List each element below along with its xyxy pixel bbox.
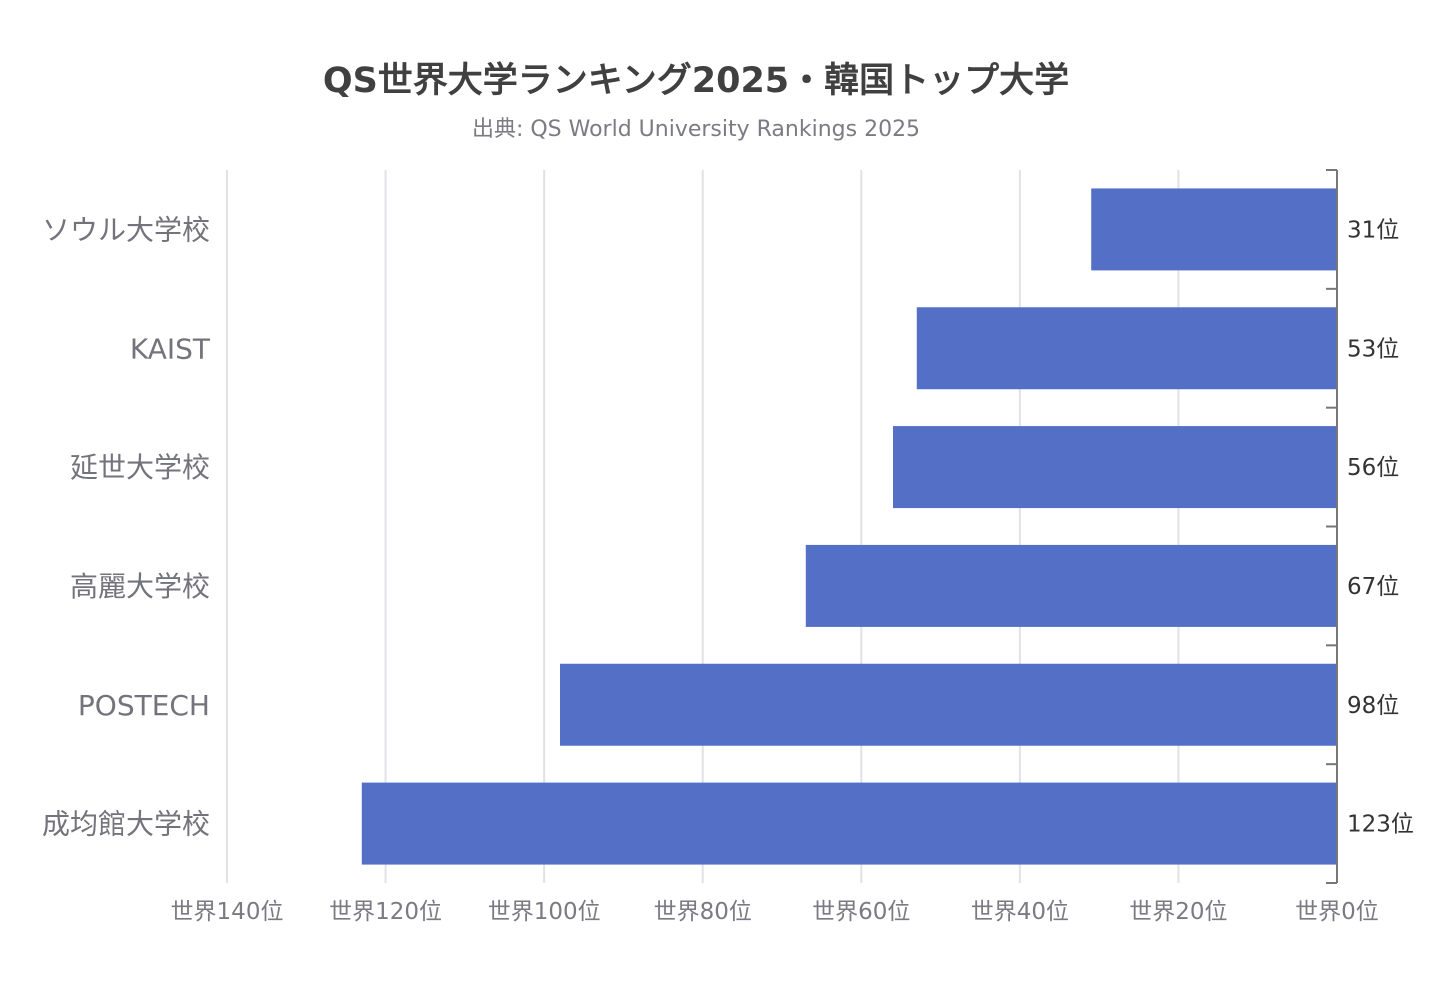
category-label-4: POSTECH	[78, 689, 210, 722]
x-tick-label-40: 世界40位	[971, 899, 1069, 925]
label-layer: 世界140位 世界120位 世界100位 世界80位 世界60位 世界40位 世界20位 世界…	[42, 213, 1414, 925]
bar-3	[805, 544, 1337, 627]
bar-layer	[361, 188, 1337, 865]
bar-1	[916, 307, 1337, 390]
x-tick-label-140: 世界140位	[171, 899, 284, 925]
value-label-5: 123位	[1347, 812, 1414, 838]
bar-5	[361, 782, 1337, 865]
x-tick-label-100: 世界100位	[488, 899, 601, 925]
category-label-0: ソウル大学校	[42, 213, 210, 246]
chart-subtitle: 出典: QS World University Rankings 2025	[472, 117, 920, 142]
value-label-2: 56位	[1347, 455, 1399, 481]
category-label-3: 高麗大学校	[70, 570, 210, 603]
x-tick-label-60: 世界60位	[812, 899, 910, 925]
value-label-0: 31位	[1347, 217, 1399, 243]
value-label-4: 98位	[1347, 693, 1399, 719]
x-tick-label-120: 世界120位	[329, 899, 442, 925]
chart-title: QS世界大学ランキング2025・韓国トップ大学	[323, 60, 1069, 101]
value-label-3: 67位	[1347, 574, 1399, 600]
grid-layer	[226, 170, 1338, 883]
category-label-2: 延世大学校	[70, 451, 210, 484]
bar-2	[893, 426, 1337, 509]
x-tick-label-20: 世界20位	[1129, 899, 1227, 925]
axis-layer	[1326, 169, 1338, 884]
x-tick-label-80: 世界80位	[654, 899, 752, 925]
x-tick-label-0: 世界0位	[1295, 899, 1379, 925]
value-label-1: 53位	[1347, 336, 1399, 362]
category-label-5: 成均館大学校	[42, 808, 210, 841]
bar-4	[560, 663, 1337, 746]
bar-0	[1091, 188, 1337, 271]
category-label-1: KAIST	[130, 332, 211, 365]
